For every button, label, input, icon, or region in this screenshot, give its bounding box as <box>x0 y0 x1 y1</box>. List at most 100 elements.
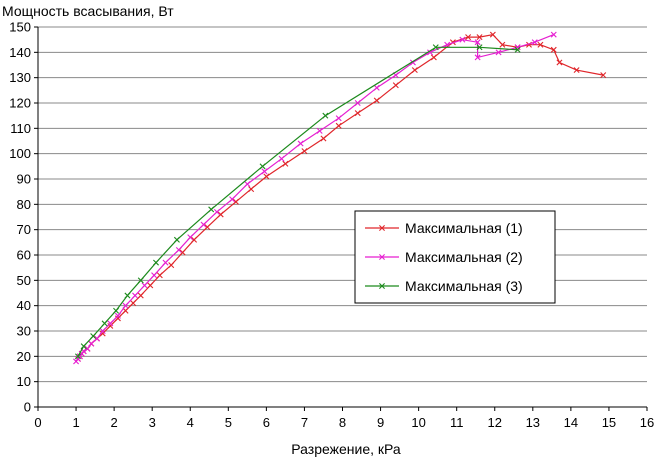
y-tick-label: 140 <box>9 45 31 60</box>
data-point-marker <box>430 54 437 61</box>
data-point-marker <box>130 300 137 307</box>
data-point-marker <box>573 67 580 74</box>
y-tick-label: 120 <box>9 96 31 111</box>
data-point-marker <box>474 39 481 46</box>
data-point-marker <box>514 44 521 51</box>
y-tick-label: 50 <box>17 273 31 288</box>
data-point-marker <box>137 292 144 299</box>
data-point-marker <box>173 236 180 243</box>
data-point-marker <box>444 41 451 48</box>
x-tick-label: 10 <box>411 415 425 430</box>
data-point-marker <box>489 31 496 38</box>
x-tick-label: 4 <box>187 415 194 430</box>
data-point-marker <box>427 49 434 56</box>
data-point-marker <box>101 320 108 327</box>
data-point-marker <box>514 46 521 53</box>
data-point-marker <box>499 41 506 48</box>
data-point-marker <box>392 82 399 89</box>
x-tick-label: 5 <box>225 415 232 430</box>
data-point-marker <box>113 307 120 314</box>
x-axis-title: Разрежение, кРа <box>291 441 401 457</box>
y-tick-label: 0 <box>24 400 31 415</box>
y-axis-ticks: 0 10 20 30 40 50 60 70 80 90 100 110 120 130 140 150 <box>9 20 38 415</box>
y-tick-label: 80 <box>17 197 31 212</box>
x-axis-ticks: 0 1 2 3 4 5 6 7 8 9 10 11 12 13 14 15 16 <box>34 407 654 430</box>
data-point-marker <box>191 236 198 243</box>
x-tick-label: 9 <box>377 415 384 430</box>
data-point-marker <box>335 115 342 122</box>
data-point-marker <box>282 160 289 167</box>
x-tick-label: 2 <box>111 415 118 430</box>
data-point-marker <box>322 112 329 119</box>
data-point-marker <box>531 39 538 46</box>
y-tick-label: 130 <box>9 70 31 85</box>
data-point-marker <box>162 259 169 266</box>
data-point-marker <box>153 259 159 266</box>
data-point-marker <box>156 272 163 279</box>
y-tick-label: 10 <box>17 374 31 389</box>
x-tick-label: 7 <box>301 415 308 430</box>
x-tick-label: 13 <box>526 415 540 430</box>
data-point-marker <box>200 221 207 228</box>
y-tick-label: 100 <box>9 146 31 161</box>
data-point-marker <box>474 54 481 61</box>
data-point-marker <box>114 315 121 322</box>
data-point-marker <box>107 322 114 329</box>
data-point-marker <box>335 122 342 129</box>
data-point-marker <box>217 211 224 218</box>
x-tick-label: 1 <box>72 415 79 430</box>
data-point-marker <box>495 49 502 56</box>
legend: Максимальная (1) Максимальная (2) Максимал… <box>354 210 556 304</box>
series-line-1 <box>77 33 604 360</box>
data-point-marker <box>151 272 158 279</box>
data-point-marker <box>550 46 557 53</box>
data-point-marker <box>278 155 285 162</box>
data-point-marker <box>122 302 129 309</box>
data-point-marker <box>373 97 380 104</box>
y-tick-label: 70 <box>17 222 31 237</box>
x-tick-label: 0 <box>34 415 41 430</box>
data-point-marker <box>107 320 114 327</box>
data-point-marker <box>411 67 418 74</box>
data-point-marker <box>175 246 182 253</box>
series-group <box>73 31 607 365</box>
data-point-marker <box>84 345 91 352</box>
axes <box>37 27 647 408</box>
data-point-marker <box>232 198 239 205</box>
y-tick-label: 20 <box>17 349 31 364</box>
data-point-marker <box>537 41 544 48</box>
data-point-marker <box>261 168 268 175</box>
data-point-marker <box>229 196 236 203</box>
data-point-marker <box>94 335 100 342</box>
x-tick-label: 6 <box>263 415 270 430</box>
data-point-marker <box>373 84 380 91</box>
data-point-marker <box>320 135 327 142</box>
grid-lines <box>38 26 647 383</box>
data-point-marker <box>459 36 466 43</box>
series-line-2 <box>75 34 554 362</box>
data-point-marker <box>141 282 148 289</box>
data-point-marker <box>99 328 106 334</box>
data-point-marker <box>550 31 557 38</box>
data-point-marker <box>132 292 139 299</box>
y-tick-label: 60 <box>17 248 31 263</box>
x-tick-label: 15 <box>602 415 616 430</box>
data-point-marker <box>114 312 121 319</box>
legend-marker <box>379 254 385 260</box>
data-point-marker <box>90 333 97 340</box>
legend-marker <box>379 283 385 289</box>
data-point-marker <box>354 100 361 106</box>
data-point-marker <box>147 282 154 289</box>
data-point-marker <box>179 249 186 256</box>
y-tick-label: 110 <box>10 121 31 136</box>
legend-label: Максимальная (2) <box>405 249 523 265</box>
data-point-marker <box>244 181 251 188</box>
series-line-3 <box>77 46 518 357</box>
data-point-marker <box>301 148 308 155</box>
data-point-marker <box>297 140 304 147</box>
data-point-marker <box>187 234 194 241</box>
y-tick-label: 150 <box>9 20 31 35</box>
x-tick-label: 12 <box>488 415 502 430</box>
data-point-marker <box>354 110 361 117</box>
